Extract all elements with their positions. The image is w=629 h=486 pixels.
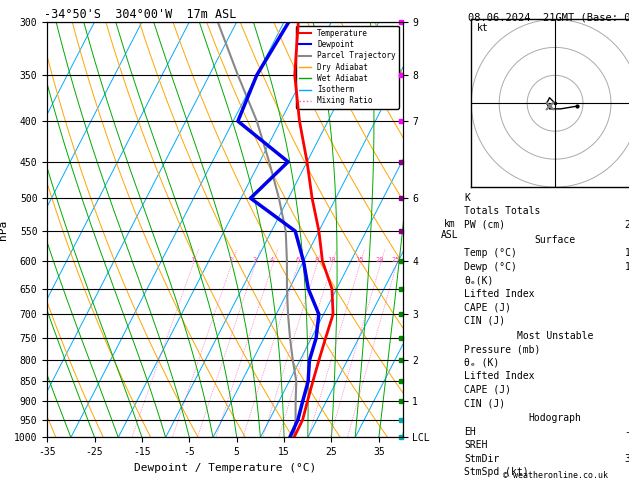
Text: PW (cm): PW (cm): [464, 220, 505, 230]
Y-axis label: hPa: hPa: [0, 220, 8, 240]
Text: CIN (J): CIN (J): [464, 398, 505, 408]
Text: 16.2: 16.2: [625, 261, 629, 272]
Text: 1: 1: [190, 258, 194, 263]
Text: © weatheronline.co.uk: © weatheronline.co.uk: [503, 471, 608, 480]
Text: CAPE (J): CAPE (J): [464, 384, 511, 395]
X-axis label: Dewpoint / Temperature (°C): Dewpoint / Temperature (°C): [134, 463, 316, 473]
Text: Surface: Surface: [535, 235, 576, 245]
Text: Lifted Index: Lifted Index: [464, 289, 535, 299]
Text: CIN (J): CIN (J): [464, 316, 505, 326]
Legend: Temperature, Dewpoint, Parcel Trajectory, Dry Adiabat, Wet Adiabat, Isotherm, Mi: Temperature, Dewpoint, Parcel Trajectory…: [296, 26, 399, 108]
Y-axis label: km
ASL: km ASL: [440, 219, 458, 241]
Text: StmDir: StmDir: [464, 453, 499, 464]
Text: 17.1: 17.1: [625, 248, 629, 258]
Text: 2: 2: [228, 258, 233, 263]
Text: 20: 20: [376, 258, 384, 263]
Text: 8: 8: [314, 258, 318, 263]
Text: 08.06.2024  21GMT (Base: 00): 08.06.2024 21GMT (Base: 00): [467, 12, 629, 22]
Text: kt: kt: [477, 23, 489, 33]
Text: 15: 15: [355, 258, 364, 263]
Text: Temp (°C): Temp (°C): [464, 248, 517, 258]
Text: Most Unstable: Most Unstable: [517, 330, 593, 341]
Text: -34°50'S  304°00'W  17m ASL: -34°50'S 304°00'W 17m ASL: [43, 8, 236, 21]
Text: Hodograph: Hodograph: [528, 413, 582, 423]
Text: K: K: [464, 193, 470, 203]
Text: 25: 25: [392, 258, 400, 263]
Text: EH: EH: [464, 427, 476, 436]
Text: 3: 3: [252, 258, 257, 263]
Text: Dewp (°C): Dewp (°C): [464, 261, 517, 272]
Text: 6: 6: [296, 258, 299, 263]
Text: Pressure (mb): Pressure (mb): [464, 344, 540, 354]
Text: 10: 10: [327, 258, 335, 263]
Text: Lifted Index: Lifted Index: [464, 371, 535, 381]
Text: 2.83: 2.83: [625, 220, 629, 230]
Text: 324°: 324°: [625, 453, 629, 464]
Text: StmSpd (kt): StmSpd (kt): [464, 467, 528, 477]
Text: SREH: SREH: [464, 440, 487, 450]
Text: θₑ (K): θₑ (K): [464, 358, 499, 368]
Text: θₑ(K): θₑ(K): [464, 275, 493, 285]
Text: 4: 4: [270, 258, 274, 263]
Text: Totals Totals: Totals Totals: [464, 206, 540, 216]
Text: -113: -113: [625, 427, 629, 436]
Text: CAPE (J): CAPE (J): [464, 302, 511, 312]
